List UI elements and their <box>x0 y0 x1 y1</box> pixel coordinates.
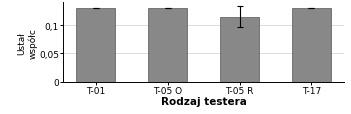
Bar <box>76 9 115 82</box>
Bar <box>292 9 331 82</box>
Bar <box>220 17 259 82</box>
Y-axis label: Ustał
współc: Ustał współc <box>18 27 38 58</box>
X-axis label: Rodzaj testera: Rodzaj testera <box>161 97 246 106</box>
Bar <box>148 9 187 82</box>
